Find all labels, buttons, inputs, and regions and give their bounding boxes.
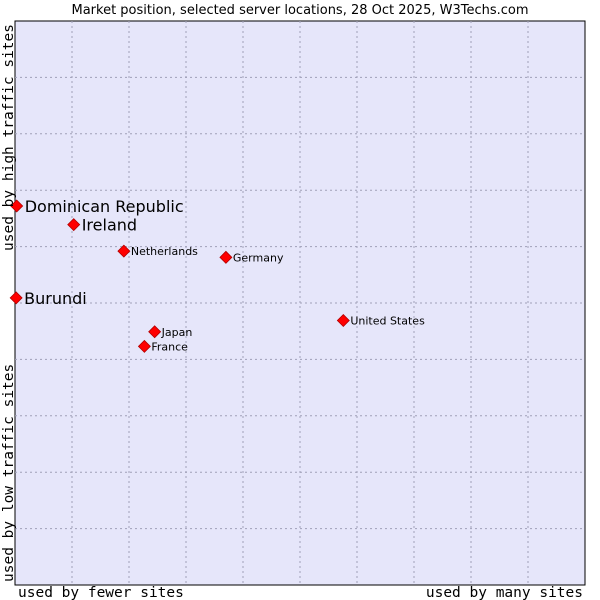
point-marker-burundi	[9, 291, 23, 305]
point-marker-japan	[148, 325, 162, 339]
point-marker-ireland	[67, 218, 81, 232]
x-axis-label-low: used by fewer sites	[18, 585, 184, 600]
x-axis-label-high: used by many sites	[426, 585, 583, 600]
chart-title: Market position, selected server locatio…	[71, 3, 528, 18]
point-label-netherlands: Netherlands	[131, 245, 198, 258]
point-label-ireland: Ireland	[82, 216, 137, 235]
grid-lines	[15, 21, 585, 585]
point-label-germany: Germany	[233, 251, 284, 264]
point-label-dominican-republic: Dominican Republic	[25, 197, 184, 216]
point-marker-netherlands	[117, 244, 131, 258]
point-marker-germany	[219, 250, 233, 264]
point-marker-france	[137, 339, 151, 353]
point-label-united-states: United States	[350, 314, 425, 327]
point-label-japan: Japan	[161, 326, 193, 339]
point-label-burundi: Burundi	[24, 289, 87, 308]
point-marker-united-states	[336, 313, 350, 327]
y-axis-label-low: used by low traffic sites	[1, 364, 17, 582]
point-label-france: France	[151, 340, 188, 353]
y-axis-label-high: used by high traffic sites	[1, 24, 17, 251]
point-marker-dominican-republic	[10, 199, 24, 213]
